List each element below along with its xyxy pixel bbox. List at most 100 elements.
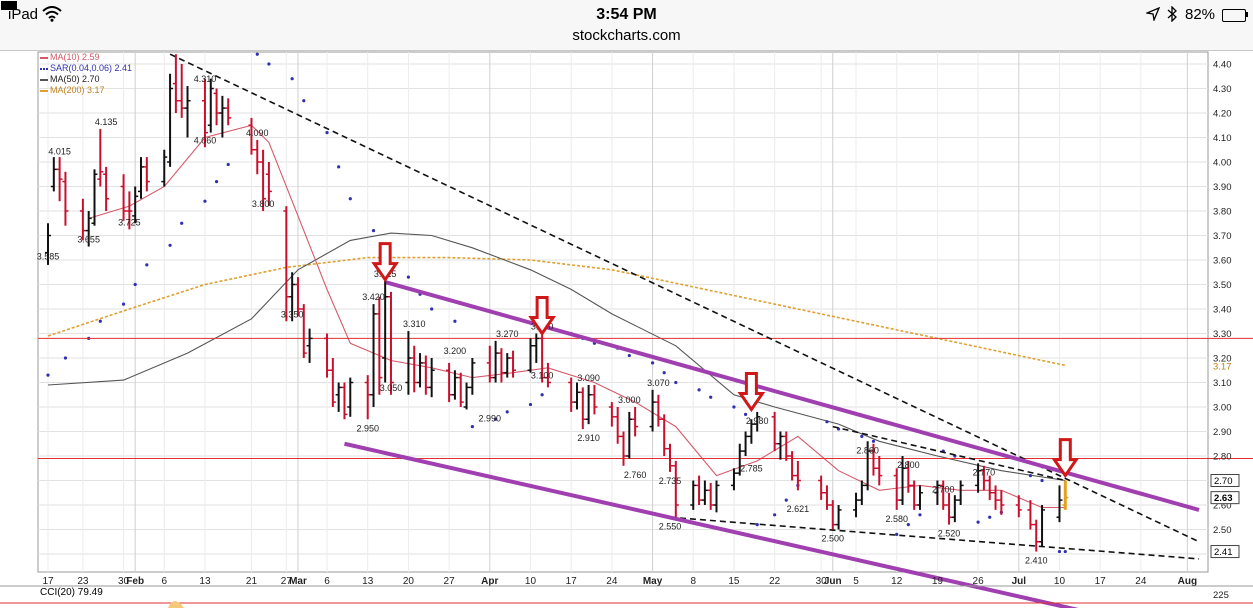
dashed-trendline xyxy=(669,516,1200,560)
ohlc-bar xyxy=(167,73,174,167)
ohlc-bar xyxy=(1015,495,1022,518)
ohlc-bar xyxy=(126,191,133,230)
ohlc-bar xyxy=(103,166,110,211)
ohlc-bar xyxy=(300,304,307,358)
y-tick-label: 3.30 xyxy=(1213,329,1232,340)
value-label: 2.770 xyxy=(973,467,996,477)
legend-swatch xyxy=(40,89,48,92)
ohlc-bar xyxy=(911,480,918,510)
ohlc-bar xyxy=(382,280,389,383)
value-label: 2.700 xyxy=(932,485,955,495)
cci-panel: 225 xyxy=(0,585,1253,608)
value-label: 4.310 xyxy=(194,74,217,84)
ohlc-bar xyxy=(777,431,784,460)
sar-dot xyxy=(255,52,259,56)
sar-dot xyxy=(528,402,533,407)
ohlc-bar xyxy=(79,198,86,241)
value-label: 3.200 xyxy=(444,346,467,356)
price-tag-label: 2.70 xyxy=(1214,476,1233,487)
ohlc-bar xyxy=(568,377,575,412)
value-label: 3.655 xyxy=(77,235,100,245)
ohlc-bar xyxy=(50,157,57,192)
channel-line xyxy=(344,441,1079,608)
value-label: 2.550 xyxy=(659,521,682,531)
value-label: 2.980 xyxy=(746,416,769,426)
sar-dot xyxy=(168,243,172,247)
sar-dot xyxy=(674,380,678,385)
ohlc-bar xyxy=(701,480,708,505)
y-tick-label: 3.40 xyxy=(1213,305,1232,316)
ohlc-bar xyxy=(1039,505,1046,547)
x-tick-label: Feb xyxy=(126,576,144,587)
ohlc-bar xyxy=(201,78,208,148)
legend-text: MA(10) 2.59 xyxy=(50,52,100,62)
ohlc-bar xyxy=(335,382,342,412)
ohlc-bar xyxy=(294,277,301,317)
ohlc-bar xyxy=(143,157,150,192)
ohlc-bar xyxy=(504,353,511,378)
ohlc-bar xyxy=(620,431,627,466)
down-arrow-icon xyxy=(528,296,556,337)
x-tick-label: 5 xyxy=(853,576,859,587)
value-label: 3.350 xyxy=(281,309,304,319)
sar-dot xyxy=(325,131,329,135)
ohlc-bar xyxy=(289,272,296,322)
y-tick-label: 3.20 xyxy=(1213,354,1232,365)
ohlc-bar xyxy=(533,333,540,363)
x-tick-label: 15 xyxy=(728,576,740,587)
sar-dot xyxy=(302,99,306,103)
x-tick-label: 10 xyxy=(1054,576,1066,587)
ohlc-bar xyxy=(742,431,749,456)
sar-dot xyxy=(650,361,655,365)
x-tick-label: 10 xyxy=(525,576,537,587)
ohlc-bar xyxy=(998,490,1005,515)
price-tag-box xyxy=(1210,474,1240,487)
ma50-line xyxy=(47,232,1066,482)
sar-dot xyxy=(406,275,411,279)
ohlc-bar xyxy=(457,372,464,407)
sar-dot xyxy=(709,395,713,399)
ohlc-bar xyxy=(893,468,900,510)
sar-dot xyxy=(290,77,294,81)
ohlc-bar xyxy=(579,387,586,430)
site-url[interactable]: stockcharts.com xyxy=(572,27,681,44)
sar-dot xyxy=(860,434,864,438)
gridlines xyxy=(37,51,1209,573)
ohlc-bar xyxy=(463,382,470,410)
x-tick-label: 8 xyxy=(690,576,696,587)
sar-dot xyxy=(1040,478,1044,483)
ohlc-bar xyxy=(260,149,267,211)
location-arrow-icon xyxy=(1146,7,1160,21)
sar-dot xyxy=(133,282,137,287)
ohlc-bar xyxy=(934,480,941,505)
ohlc-bar xyxy=(422,355,429,395)
legend-entry: SAR(0.04,0.06) 2.41 xyxy=(40,63,132,74)
sar-dot xyxy=(743,412,748,416)
ohlc-bar xyxy=(178,64,185,118)
ohlc-bar xyxy=(690,480,697,510)
device-name: iPad xyxy=(8,6,39,23)
legend-text: MA(200) 3.17 xyxy=(50,85,105,95)
ohlc-bar xyxy=(853,492,860,518)
ohlc-bar xyxy=(864,441,871,491)
legend-text: SAR(0.04,0.06) 2.41 xyxy=(50,63,133,73)
ohlc-bar xyxy=(161,149,168,187)
sar-dot xyxy=(540,393,544,397)
sar-dot xyxy=(46,373,50,377)
ohlc-bar xyxy=(957,480,964,505)
sar-dot xyxy=(63,356,68,360)
x-tick-label: 26 xyxy=(973,576,985,587)
ohlc-bar xyxy=(85,211,92,247)
value-label: 3.270 xyxy=(496,329,519,339)
sar-dot xyxy=(453,319,457,323)
sar-dot xyxy=(203,199,207,203)
ohlc-bar xyxy=(655,394,662,427)
ohlc-bar xyxy=(591,384,598,415)
value-labels: 3.585 4.015 3.655 4.135 3.725 4.44 4.310 4.060 4… xyxy=(37,50,1048,566)
price-bars xyxy=(45,54,1069,552)
ohlc-bar xyxy=(585,384,592,425)
sar-dot xyxy=(505,410,509,414)
x-tick-label: Jun xyxy=(824,576,842,587)
down-arrow-icon xyxy=(1051,438,1080,479)
ohlc-bar xyxy=(347,377,354,417)
